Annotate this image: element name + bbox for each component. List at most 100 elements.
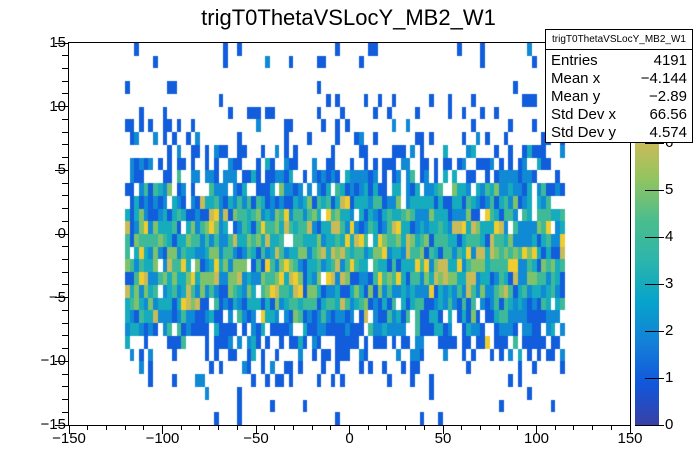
y-minor-tick [62,80,69,82]
z-tick-label: 1 [665,369,674,386]
x-major-tick [536,426,537,434]
y-tick-label: −10 [40,352,66,370]
y-tick-label: −5 [48,288,66,306]
y-major-tick [55,360,69,362]
stats-value: 4.574 [649,123,687,141]
x-minor-tick [236,426,238,430]
x-major-tick [442,426,444,434]
plot-title: trigT0ThetaVSLocY_MB2_W1 [201,5,496,30]
y-tick-label: 0 [57,225,66,242]
x-minor-tick [592,426,594,430]
z-tick [645,425,664,426]
y-minor-tick [62,271,69,273]
stats-label: Mean x [551,69,601,87]
y-major-tick [55,233,69,235]
y-minor-tick [62,348,69,350]
x-major-tick [68,426,70,434]
x-minor-tick [479,426,481,430]
y-tick-label: 15 [49,34,66,51]
x-minor-tick [498,426,500,430]
x-minor-tick [405,426,407,430]
z-tick [645,331,664,332]
stats-value: −2.89 [649,87,687,105]
x-minor-tick [274,426,276,430]
y-minor-tick [62,157,69,159]
stats-value: −4.144 [640,69,687,87]
y-major-tick [55,297,69,299]
x-tick-label: 150 [617,430,643,447]
y-minor-tick [62,399,69,401]
stats-value: 4191 [653,51,687,69]
z-tick-label: 0 [665,416,674,433]
y-minor-tick [62,220,69,222]
y-tick-label: 5 [57,161,66,179]
stats-row: Std Dev x 66.56 [546,105,692,123]
y-tick-label: −15 [40,416,66,433]
x-tick-label: 50 [434,430,452,447]
y-minor-tick [62,246,69,248]
y-minor-tick [62,93,69,95]
y-major-tick [55,424,69,426]
y-major-tick [55,42,69,44]
stats-label: Mean y [551,87,601,105]
y-minor-tick [62,386,69,388]
stats-box: trigT0ThetaVSLocY_MB2_W1 Entries 4191 Mean… [545,29,693,143]
stats-box-title: trigT0ThetaVSLocY_MB2_W1 [546,30,692,50]
x-minor-tick [330,426,332,430]
x-tick-label: 100 [523,430,550,447]
stats-row: Mean y −2.89 [546,87,692,105]
z-tick [645,143,664,144]
z-tick [645,284,664,285]
y-minor-tick [62,411,69,413]
y-minor-tick [62,322,69,324]
x-minor-tick [573,426,575,430]
x-minor-tick [517,426,519,430]
z-tick-label: 3 [665,275,674,292]
stats-value: 66.56 [649,105,687,123]
y-tick-label: 10 [49,97,66,115]
x-major-tick [162,426,163,434]
stats-rows: Entries 4191 Mean x −4.144 Mean y −2.89 Std De… [546,50,692,142]
x-major-tick [255,426,257,434]
x-tick-label: −50 [243,430,269,447]
y-minor-tick [62,144,69,146]
y-minor-tick [62,55,69,57]
y-minor-tick [62,309,69,311]
x-minor-tick [124,426,126,430]
histogram-canvas [69,43,630,425]
z-tick [645,237,664,238]
stats-label: Std Dev y [551,123,617,141]
stats-row: Entries 4191 [546,51,692,69]
x-minor-tick [610,426,612,430]
x-minor-tick [87,426,89,430]
x-minor-tick [180,426,182,430]
stats-label: Std Dev x [551,105,617,123]
x-major-tick [629,426,631,434]
z-tick [645,378,664,379]
x-minor-tick [367,426,369,430]
y-minor-tick [62,208,69,210]
x-minor-tick [423,426,425,430]
z-tick-label: 2 [665,322,674,339]
y-minor-tick [62,195,69,197]
x-tick-label: −150 [52,430,86,447]
y-minor-tick [62,373,69,375]
y-minor-tick [62,131,69,133]
y-major-tick [55,169,69,171]
x-major-tick [349,426,350,434]
x-minor-tick [143,426,145,430]
x-tick-label: 0 [345,430,354,447]
z-tick-label: 4 [665,228,674,245]
y-minor-tick [62,67,69,69]
x-minor-tick [105,426,107,430]
stats-row: Std Dev y 4.574 [546,123,692,141]
y-minor-tick [62,284,69,286]
stats-row: Mean x −4.144 [546,69,692,87]
y-minor-tick [62,335,69,337]
y-minor-tick [62,258,69,260]
x-minor-tick [461,426,463,430]
x-minor-tick [218,426,220,430]
y-minor-tick [62,182,69,184]
x-minor-tick [199,426,201,430]
